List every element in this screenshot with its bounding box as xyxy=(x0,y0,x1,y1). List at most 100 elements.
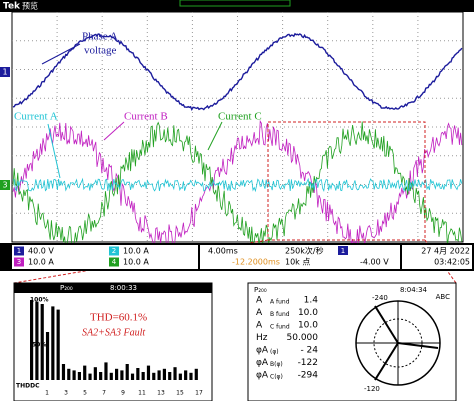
row-sym: φA xyxy=(256,358,269,368)
row-sym: Hz xyxy=(256,333,268,343)
offset: -12.2000ms xyxy=(232,258,280,267)
thd-label: THDDC xyxy=(16,383,40,390)
bar xyxy=(178,373,182,380)
bar xyxy=(115,368,119,380)
clock: 8:04:34 xyxy=(400,286,428,294)
phasor xyxy=(397,342,439,349)
trigger-level: -4.00 V xyxy=(360,258,389,267)
waveform xyxy=(12,119,463,249)
rows: A A fund 1.4 A B fund 10.0 A C fund 10.0 Hz 50.000… xyxy=(256,296,318,381)
time: 03:42:05 xyxy=(434,258,470,267)
channel-num: 2 xyxy=(112,247,116,255)
row-sub: C fund xyxy=(270,324,290,331)
channel-badge xyxy=(109,246,119,256)
label: Phase A xyxy=(82,31,118,43)
row-value: -294 xyxy=(298,371,319,381)
waves xyxy=(12,32,463,249)
bar xyxy=(83,365,87,380)
bar xyxy=(77,372,81,380)
waveform xyxy=(12,32,463,112)
annotation: SA2+SA3 Fault xyxy=(82,327,145,338)
waveform xyxy=(12,121,463,249)
bar xyxy=(120,370,124,380)
bar xyxy=(72,370,76,380)
row-sub: B(φ) xyxy=(270,361,283,368)
waveform xyxy=(12,177,463,193)
harmonic-label: 17 xyxy=(195,390,203,397)
arrow xyxy=(103,121,125,141)
label: voltage xyxy=(84,45,116,57)
harmonic-label: 13 xyxy=(157,390,165,397)
bar xyxy=(184,370,188,380)
row-value: - 24 xyxy=(300,346,318,356)
mode: ABC xyxy=(436,293,450,301)
annotation: THD=60.1% xyxy=(90,312,147,324)
row-value: 10.0 xyxy=(298,321,318,331)
date: 27 4月 2022 xyxy=(421,247,470,256)
phasor-label: -120 xyxy=(364,385,380,393)
bar xyxy=(61,364,66,380)
channel-scale: 10.0 A xyxy=(28,258,54,267)
bars: 1 3 5 7 9 11 13 15 17 xyxy=(30,300,203,397)
screen xyxy=(11,11,464,243)
timebase: 4.00ms xyxy=(208,247,238,256)
panel-header xyxy=(14,283,212,293)
zoom-box xyxy=(267,121,426,241)
pct: 100% xyxy=(30,297,49,304)
marker xyxy=(0,67,10,77)
marker-text: 3 xyxy=(2,181,7,190)
harmonic-label: 1 xyxy=(45,390,49,397)
row-sym: φA xyxy=(256,346,269,356)
header: P₂₀₀ xyxy=(60,284,73,292)
pct: 50% xyxy=(32,342,46,349)
row-sub: (φ) xyxy=(270,349,279,356)
channel-scale: 10.0 A xyxy=(123,247,149,256)
phasor-label: -240 xyxy=(372,294,388,302)
bar xyxy=(67,368,71,380)
bar xyxy=(93,367,97,380)
bar xyxy=(45,332,50,380)
header: P₂₀₀ xyxy=(254,286,267,294)
brand: Tek xyxy=(3,2,21,12)
channel-num: 4 xyxy=(112,258,117,266)
phasor-panel xyxy=(247,282,457,402)
bar xyxy=(136,368,140,380)
bar xyxy=(157,370,161,380)
harmonic-label: 5 xyxy=(83,390,87,397)
harmonic-label: 11 xyxy=(138,390,146,397)
mode: 预览 xyxy=(22,1,38,11)
bar xyxy=(35,301,39,380)
status-box xyxy=(402,245,472,269)
arrow xyxy=(207,121,223,151)
row-value: 10.0 xyxy=(298,308,318,318)
row-sym: φA xyxy=(256,371,269,381)
label: Current B xyxy=(124,111,168,123)
bar xyxy=(162,368,166,380)
channel-badge xyxy=(14,246,24,256)
status: 1 40.0 V 2 10.0 A 3 10.0 A 4 10.0 A xyxy=(14,246,149,267)
row-value: -122 xyxy=(298,358,318,368)
bar xyxy=(30,300,34,380)
channel-scale: 40.0 V xyxy=(28,247,54,256)
label: Current A xyxy=(14,111,58,123)
bar xyxy=(109,372,113,380)
bar xyxy=(40,304,44,380)
bar xyxy=(173,367,177,380)
status-box xyxy=(200,245,400,269)
phasor xyxy=(374,342,399,381)
bar xyxy=(146,365,151,380)
phasor xyxy=(374,305,399,344)
status-box xyxy=(12,245,198,269)
row-sub: C(φ) xyxy=(270,374,283,381)
clock: 8:00:33 xyxy=(110,284,137,292)
harmonic-label: 15 xyxy=(176,390,184,397)
harmonic-label: 9 xyxy=(121,390,125,397)
harmonic-label: 3 xyxy=(64,390,68,397)
trigger-badge xyxy=(338,246,348,255)
row-value: 50.000 xyxy=(287,333,319,343)
record-bar xyxy=(179,0,291,7)
bar xyxy=(152,372,156,380)
arrow xyxy=(41,43,81,65)
channel-num: 1 xyxy=(17,247,21,255)
bar xyxy=(168,372,172,380)
